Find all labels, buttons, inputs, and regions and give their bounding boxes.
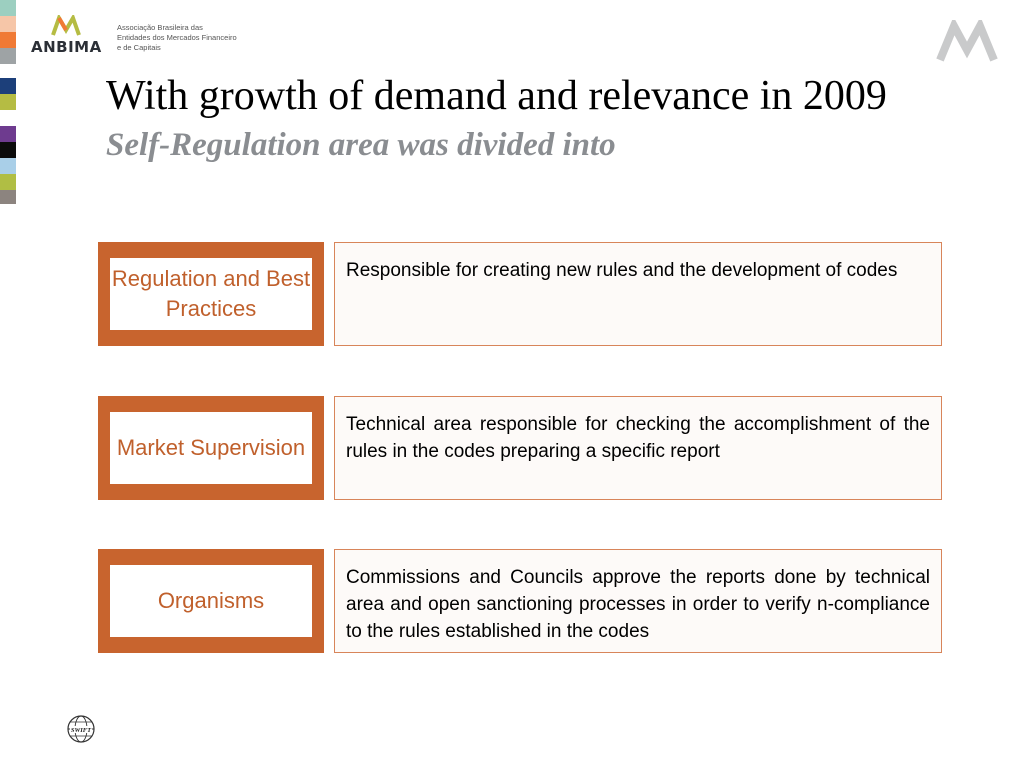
area-name: Organisms <box>110 565 312 637</box>
swift-logo-text: SWIFT <box>71 727 92 734</box>
strip-block-black <box>0 142 16 158</box>
strip-block-olive <box>0 94 16 110</box>
area-name: Market Supervision <box>110 412 312 484</box>
area-label-organisms: Organisms <box>98 549 324 653</box>
area-label-regulation: Regulation and Best Practices <box>98 242 324 346</box>
strip-block-orange <box>0 32 16 48</box>
strip-block-lime <box>0 174 16 190</box>
area-description-market-supervision: Technical area responsible for checking … <box>334 396 942 500</box>
org-acronym: ANBIMA <box>31 38 102 56</box>
area-description-organisms: Commissions and Councils approve the rep… <box>334 549 942 653</box>
slide-title: With growth of demand and relevance in 2… <box>106 73 887 119</box>
area-description-regulation: Responsible for creating new rules and t… <box>334 242 942 346</box>
strip-block-taupe <box>0 190 16 204</box>
anbima-watermark-icon <box>936 20 998 62</box>
strip-block-mint <box>0 0 16 16</box>
area-label-market-supervision: Market Supervision <box>98 396 324 500</box>
strip-block-peach <box>0 16 16 32</box>
strip-block-lightblue <box>0 158 16 174</box>
org-tagline: Associação Brasileira das Entidades dos … <box>117 23 237 52</box>
anbima-m-icon <box>51 15 81 36</box>
strip-block-purple <box>0 126 16 142</box>
area-name: Regulation and Best Practices <box>110 258 312 330</box>
slide-subtitle: Self-Regulation area was divided into <box>106 127 616 163</box>
swift-globe-icon: SWIFT <box>67 715 95 743</box>
anbima-logo: ANBIMA Associação Brasileira das Entidad… <box>31 15 237 56</box>
strip-block-navy <box>0 78 16 94</box>
decorative-color-strip <box>0 0 16 210</box>
strip-block-grey <box>0 48 16 64</box>
